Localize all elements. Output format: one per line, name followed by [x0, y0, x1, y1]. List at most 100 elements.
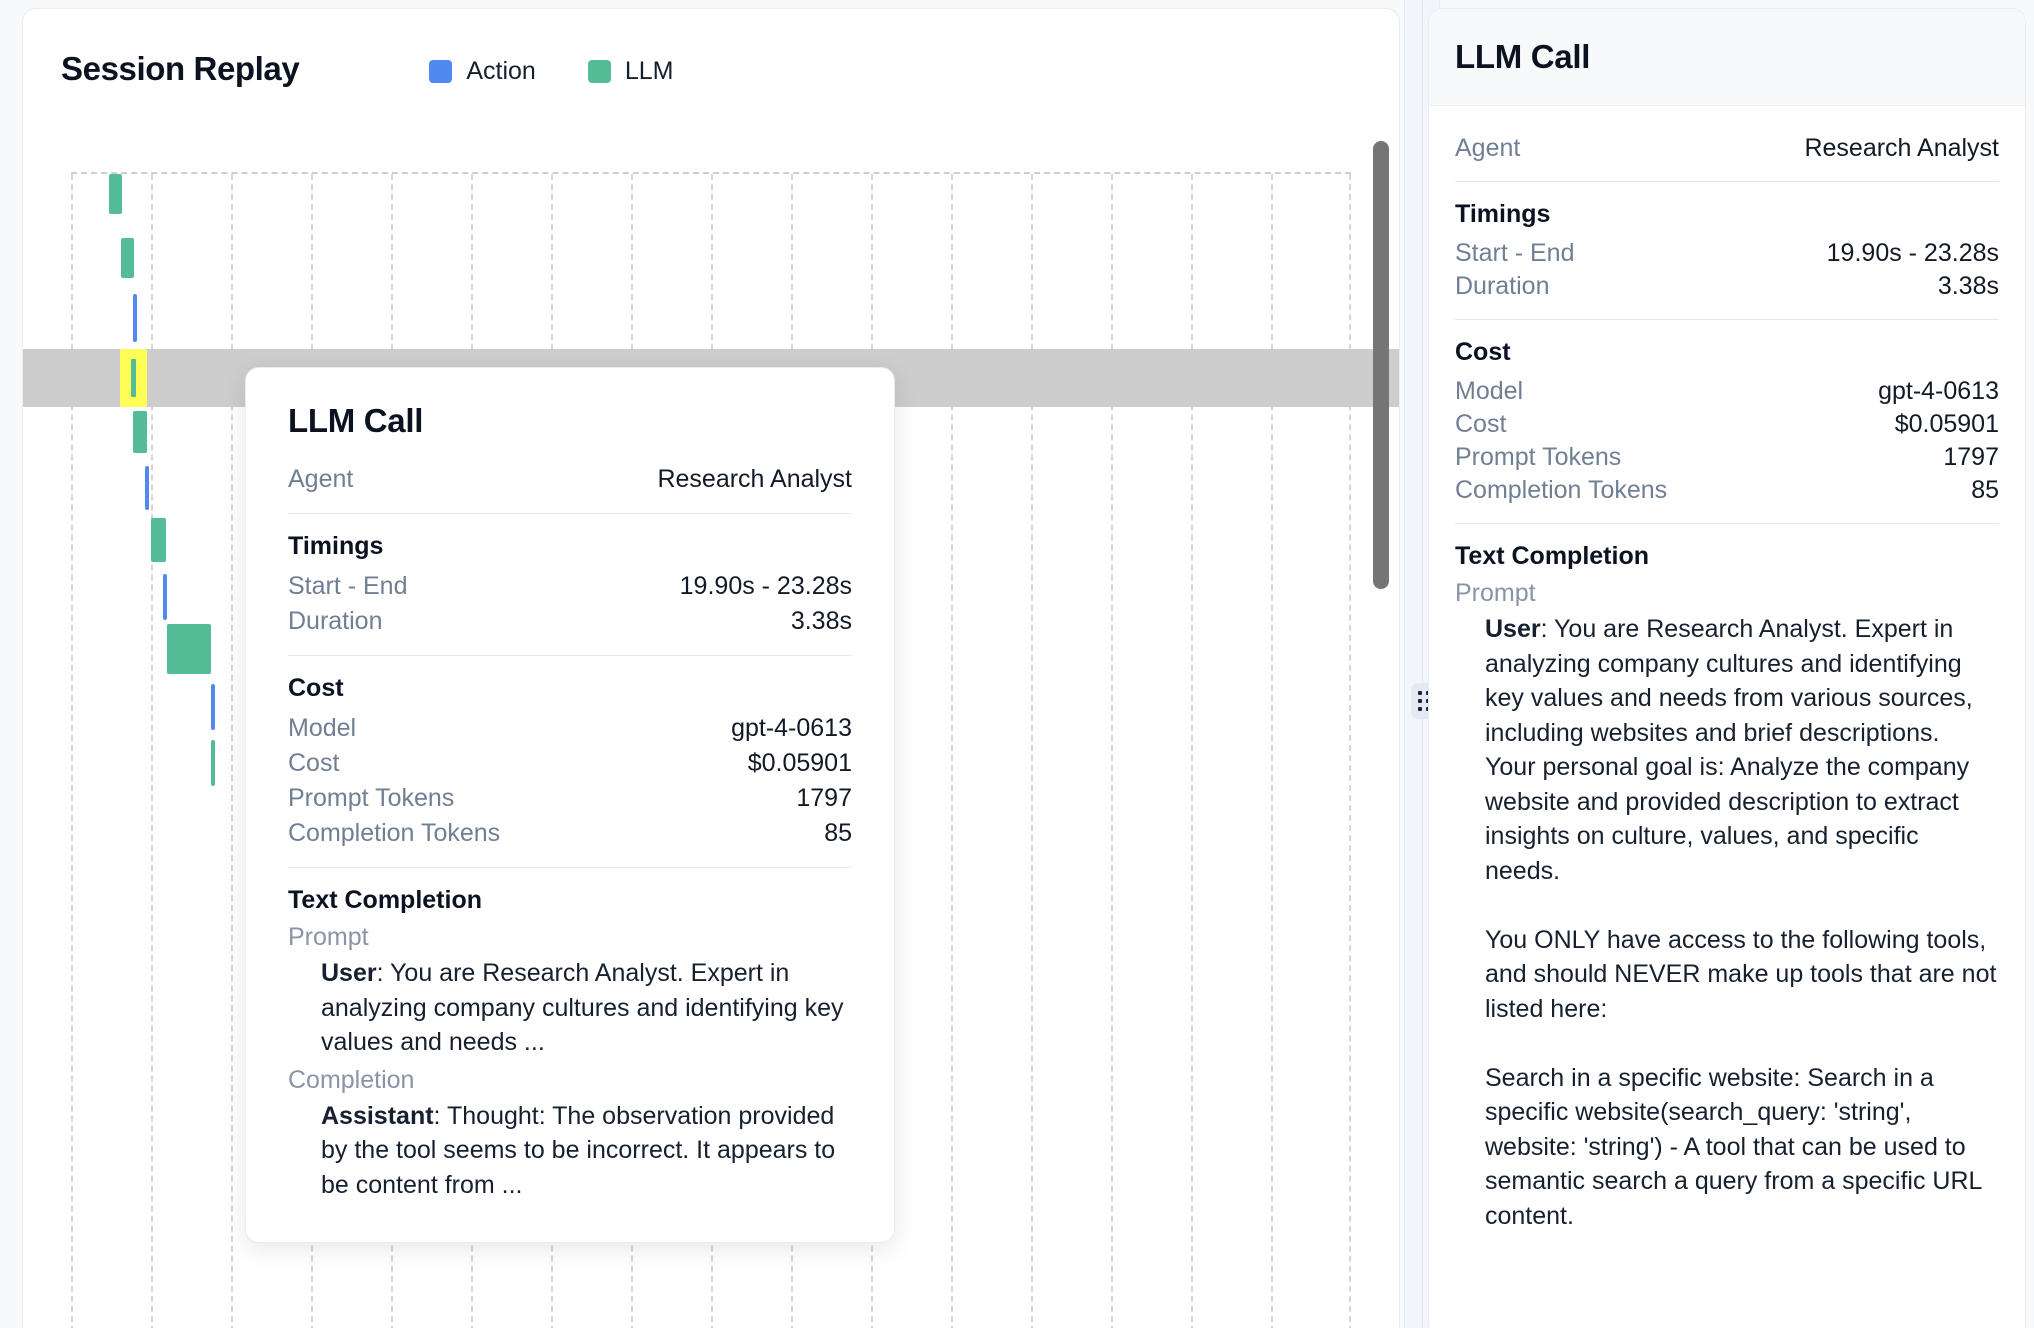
- llm-call-detail-panel: LLM Call Agent Research Analyst Timings …: [1428, 8, 2026, 1328]
- tooltip-completion-role: Assistant: [321, 1101, 434, 1130]
- tooltip-agent-value: Research Analyst: [657, 465, 852, 493]
- tooltip-completion-label: Completion: [288, 1065, 415, 1094]
- span-tooltip-card: LLM Call Agent Research Analyst Timings …: [245, 367, 895, 1243]
- tooltip-title: LLM Call: [288, 402, 424, 439]
- detail-cost-key: Cost: [1455, 410, 1507, 438]
- scrollbar-thumb[interactable]: [1373, 141, 1389, 589]
- gridline: [1111, 174, 1113, 1328]
- detail-panel-title: LLM Call: [1455, 38, 1591, 75]
- detail-panel-header: LLM Call: [1429, 9, 2025, 106]
- timeline-row[interactable]: [71, 462, 1351, 520]
- detail-model-key: Model: [1455, 377, 1524, 405]
- detail-text-completion-heading: Text Completion: [1455, 542, 1649, 570]
- gantt-bar-action[interactable]: [211, 684, 215, 730]
- tooltip-completion-text: : Thought: The observation provided by t…: [321, 1101, 836, 1199]
- resizer-spine: [1422, 0, 1423, 1328]
- gridline: [1191, 174, 1193, 1328]
- legend-label-action: Action: [466, 56, 536, 85]
- tooltip-completion-tokens-key: Completion Tokens: [288, 819, 501, 847]
- detail-cost-value: $0.05901: [1894, 410, 1999, 438]
- tooltip-row-agent: Agent Research Analyst: [288, 462, 852, 497]
- chart-legend: Action LLM: [429, 57, 673, 86]
- timeline-row[interactable]: [71, 570, 1351, 628]
- detail-prompt-label: Prompt: [1455, 579, 1536, 607]
- tooltip-prompt-message: User: You are Research Analyst. Expert i…: [288, 956, 852, 1060]
- tooltip-row-prompt-tokens: Prompt Tokens 1797: [288, 781, 852, 816]
- tooltip-prompt-tokens-value: 1797: [796, 784, 852, 812]
- detail-timings-heading: Timings: [1455, 200, 1551, 228]
- gantt-bar-llm[interactable]: [211, 740, 215, 786]
- selected-span-highlight[interactable]: [120, 349, 147, 407]
- tooltip-prompt-text: : You are Research Analyst. Expert in an…: [321, 959, 844, 1056]
- timeline-row[interactable]: [71, 622, 1351, 680]
- tooltip-text-completion-heading: Text Completion: [288, 886, 482, 914]
- tooltip-completion-message: Assistant: Thought: The observation prov…: [288, 1099, 852, 1203]
- detail-start-end-value: 19.90s - 23.28s: [1826, 239, 1999, 267]
- tooltip-model-key: Model: [288, 714, 357, 742]
- divider: [1455, 319, 1999, 320]
- gantt-bar-action[interactable]: [145, 466, 149, 510]
- divider: [1455, 181, 1999, 182]
- legend-item-action[interactable]: Action: [429, 56, 536, 86]
- detail-prompt-message: User: You are Research Analyst. Expert i…: [1455, 612, 1999, 1233]
- gantt-bar-llm[interactable]: [109, 174, 122, 214]
- detail-start-end-key: Start - End: [1455, 239, 1575, 267]
- page-title: Session Replay: [61, 50, 300, 87]
- detail-row-start-end: Start - End 19.90s - 23.28s: [1455, 237, 1999, 270]
- detail-row-cost: Cost $0.05901: [1455, 408, 1999, 441]
- tooltip-cost-value: $0.05901: [747, 749, 852, 777]
- divider: [288, 513, 852, 514]
- timeline-row[interactable]: [71, 294, 1351, 352]
- gridline: [151, 174, 153, 1328]
- legend-label-llm: LLM: [624, 56, 674, 85]
- timeline-row[interactable]: [71, 680, 1351, 738]
- timeline-row[interactable]: [71, 174, 1351, 232]
- square-swatch-icon: [587, 59, 611, 83]
- timeline-row[interactable]: [71, 514, 1351, 572]
- tooltip-completion-tokens-value: 85: [824, 819, 852, 847]
- detail-panel-body: Agent Research Analyst Timings Start - E…: [1429, 106, 2025, 1233]
- detail-row-model: Model gpt-4-0613: [1455, 375, 1999, 408]
- legend-item-llm[interactable]: LLM: [587, 56, 674, 86]
- tooltip-timings-heading: Timings: [288, 532, 384, 560]
- tooltip-model-value: gpt-4-0613: [731, 714, 852, 742]
- detail-duration-value: 3.38s: [1937, 272, 1999, 300]
- session-replay-panel: Session Replay Action LLM: [22, 8, 1400, 1328]
- detail-row-duration: Duration 3.38s: [1455, 270, 1999, 303]
- detail-cost-heading: Cost: [1455, 338, 1511, 366]
- tooltip-row-model: Model gpt-4-0613: [288, 711, 852, 746]
- detail-completion-tokens-value: 85: [1971, 476, 1999, 504]
- square-swatch-icon: [429, 59, 453, 83]
- detail-model-value: gpt-4-0613: [1878, 377, 1999, 405]
- gridline: [951, 174, 953, 1328]
- timeline-row[interactable]: [71, 407, 1351, 465]
- tooltip-row-cost: Cost $0.05901: [288, 746, 852, 781]
- tooltip-prompt-role: User: [321, 959, 377, 987]
- gantt-bar-llm[interactable]: [151, 518, 166, 562]
- detail-prompt-tokens-key: Prompt Tokens: [1455, 443, 1622, 471]
- detail-prompt-role: User: [1485, 615, 1541, 643]
- gantt-bar-llm[interactable]: [133, 411, 147, 453]
- tooltip-start-end-value: 19.90s - 23.28s: [679, 572, 852, 600]
- tooltip-prompt-tokens-key: Prompt Tokens: [288, 784, 455, 812]
- tooltip-duration-value: 3.38s: [790, 607, 852, 635]
- vertical-scrollbar[interactable]: [1373, 19, 1389, 1327]
- divider: [1455, 523, 1999, 524]
- gridline: [1031, 174, 1033, 1328]
- detail-prompt-tokens-value: 1797: [1943, 443, 1999, 471]
- divider: [288, 867, 852, 868]
- detail-duration-key: Duration: [1455, 272, 1550, 300]
- tooltip-cost-heading: Cost: [288, 674, 344, 702]
- gantt-bar-action[interactable]: [133, 294, 137, 342]
- gridline: [231, 174, 233, 1328]
- gantt-bar-action[interactable]: [163, 574, 167, 620]
- tooltip-start-end-key: Start - End: [288, 572, 408, 600]
- gridline: [71, 174, 73, 1328]
- timeline-row[interactable]: [71, 232, 1351, 290]
- detail-prompt-text: : You are Research Analyst. Expert in an…: [1485, 615, 1997, 1230]
- detail-row-agent: Agent Research Analyst: [1455, 132, 1999, 165]
- gantt-bar-llm[interactable]: [121, 238, 134, 278]
- timeline-row[interactable]: [71, 736, 1351, 794]
- gantt-bar-llm[interactable]: [167, 624, 211, 674]
